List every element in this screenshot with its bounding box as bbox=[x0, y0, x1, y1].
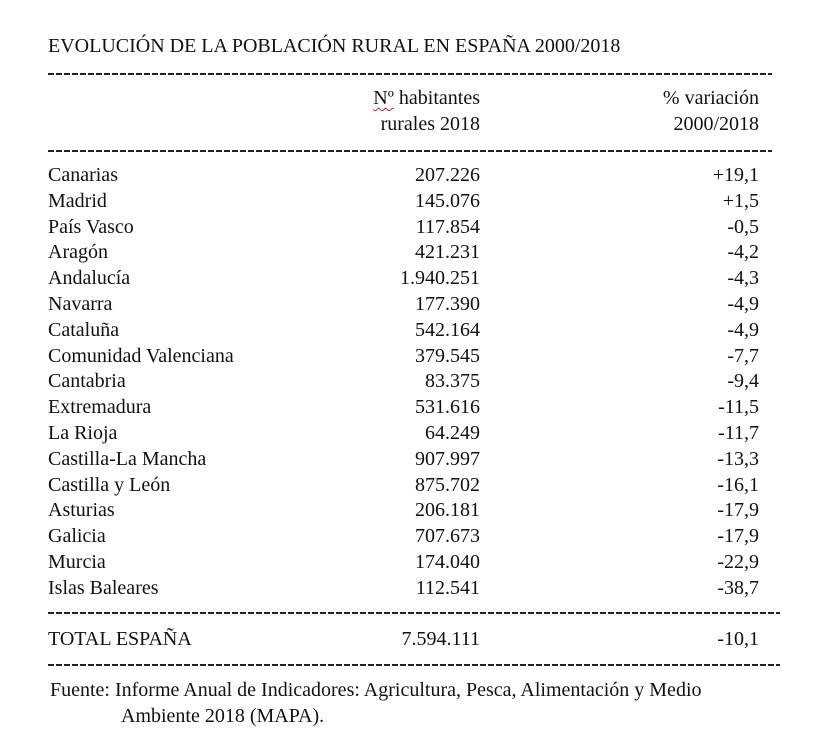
habitantes-cell: 177.390 bbox=[415, 293, 480, 315]
variacion-cell: -4,2 bbox=[727, 241, 759, 264]
table-row: Andalucía 1.940.251 -4,3 bbox=[0, 265, 823, 291]
region-cell: Madrid bbox=[48, 189, 107, 212]
habitantes-cell: 112.541 bbox=[415, 576, 480, 599]
region-cell: Islas Baleares bbox=[48, 576, 159, 599]
habitantes-cell: 117.854 bbox=[415, 215, 480, 238]
habitantes-cell: 707.673 bbox=[415, 525, 480, 548]
variacion-cell: -16,1 bbox=[717, 473, 759, 496]
table-row: Madrid 145.076 +1,5 bbox=[0, 188, 823, 214]
table-row: Murcia 174.040 -22,9 bbox=[0, 549, 823, 575]
table-row: Comunidad Valenciana 379.545 -7,7 bbox=[0, 343, 823, 369]
variacion-cell: +1,5 bbox=[722, 189, 759, 212]
habitantes-cell: 379.545 bbox=[415, 344, 480, 367]
habitantes-cell: 206.181 bbox=[415, 499, 480, 522]
divider-bottom bbox=[48, 664, 780, 666]
source-line2: Ambiente 2018 (MAPA). bbox=[121, 705, 325, 727]
table-row: Cantabria 83.375 -9,4 bbox=[0, 368, 823, 394]
region-cell: Murcia bbox=[48, 551, 106, 573]
habitantes-cell: 145.076 bbox=[415, 189, 480, 212]
table-row: Navarra 177.390 -4,9 bbox=[0, 291, 823, 317]
header-variacion-line1: % variación bbox=[662, 87, 759, 109]
region-cell: Navarra bbox=[48, 293, 113, 315]
variacion-cell: -38,7 bbox=[717, 576, 759, 599]
variacion-cell: -22,9 bbox=[717, 551, 759, 573]
habitantes-cell: 875.702 bbox=[415, 473, 480, 496]
table-row: País Vasco 117.854 -0,5 bbox=[0, 214, 823, 240]
region-cell: Aragón bbox=[48, 241, 108, 264]
region-cell: Cataluña bbox=[48, 318, 120, 341]
habitantes-cell: 64.249 bbox=[425, 422, 480, 444]
variacion-cell: -4,9 bbox=[727, 318, 759, 341]
table-row: Islas Baleares 112.541 -38,7 bbox=[0, 575, 823, 601]
habitantes-cell: 907.997 bbox=[415, 447, 480, 470]
variacion-cell: -7,7 bbox=[727, 344, 759, 367]
header-variacion-line2: 2000/2018 bbox=[673, 113, 759, 135]
region-cell: Asturias bbox=[48, 499, 115, 522]
table-row: Castilla y León 875.702 -16,1 bbox=[0, 472, 823, 498]
variacion-cell: +19,1 bbox=[712, 164, 759, 186]
variacion-cell: -4,9 bbox=[727, 293, 759, 315]
header-habitantes: Nº habitantes rurales 2018 bbox=[373, 85, 480, 137]
document-title: EVOLUCIÓN DE LA POBLACIÓN RURAL EN ESPAÑ… bbox=[48, 35, 621, 57]
region-cell: La Rioja bbox=[48, 422, 118, 444]
table-row: Extremadura 531.616 -11,5 bbox=[0, 394, 823, 420]
variacion-cell: -17,9 bbox=[717, 499, 759, 522]
total-variacion: -10,1 bbox=[717, 628, 759, 650]
region-cell: Andalucía bbox=[48, 267, 131, 290]
table-row-total: TOTAL ESPAÑA 7.594.111 -10,1 bbox=[0, 626, 823, 652]
variacion-cell: -4,3 bbox=[727, 267, 759, 290]
table-row: Asturias 206.181 -17,9 bbox=[0, 497, 823, 523]
region-cell: Castilla-La Mancha bbox=[48, 447, 207, 470]
habitantes-cell: 531.616 bbox=[415, 396, 480, 419]
habitantes-cell: 207.226 bbox=[415, 164, 480, 186]
variacion-cell: -17,9 bbox=[717, 525, 759, 548]
table-row: Aragón 421.231 -4,2 bbox=[0, 239, 823, 265]
region-cell: Canarias bbox=[48, 164, 118, 186]
divider-total bbox=[48, 612, 780, 614]
variacion-cell: -11,5 bbox=[718, 396, 759, 419]
region-cell: Castilla y León bbox=[48, 473, 171, 496]
region-cell: Cantabria bbox=[48, 370, 126, 393]
table-row: Castilla-La Mancha 907.997 -13,3 bbox=[0, 446, 823, 472]
header-habitantes-line2: rurales 2018 bbox=[380, 113, 480, 135]
region-cell: Galicia bbox=[48, 525, 106, 548]
habitantes-cell: 542.164 bbox=[415, 318, 480, 341]
table-row: La Rioja 64.249 -11,7 bbox=[0, 420, 823, 446]
source-line1: Fuente: Informe Anual de Indicadores: Ag… bbox=[50, 679, 702, 701]
table-row: Canarias 207.226 +19,1 bbox=[0, 162, 823, 188]
region-cell: Comunidad Valenciana bbox=[48, 344, 234, 367]
habitantes-cell: 174.040 bbox=[415, 551, 480, 573]
variacion-cell: -9,4 bbox=[727, 370, 759, 393]
habitantes-cell: 83.375 bbox=[425, 370, 480, 393]
header-habitantes-line1: habitantes bbox=[393, 87, 480, 109]
variacion-cell: -0,5 bbox=[727, 215, 759, 238]
total-region: TOTAL ESPAÑA bbox=[48, 628, 192, 650]
table-row: Cataluña 542.164 -4,9 bbox=[0, 317, 823, 343]
divider-top bbox=[48, 73, 772, 75]
divider-header bbox=[48, 150, 772, 152]
habitantes-cell: 1.940.251 bbox=[400, 267, 480, 290]
habitantes-cell: 421.231 bbox=[415, 241, 480, 264]
header-habitantes-prefix: Nº bbox=[373, 87, 394, 109]
region-cell: País Vasco bbox=[48, 215, 134, 238]
variacion-cell: -13,3 bbox=[717, 447, 759, 470]
region-cell: Extremadura bbox=[48, 396, 152, 419]
header-variacion: % variación 2000/2018 bbox=[663, 85, 759, 137]
variacion-cell: -11,7 bbox=[718, 422, 759, 444]
total-habitantes: 7.594.111 bbox=[401, 628, 480, 650]
table-row: Galicia 707.673 -17,9 bbox=[0, 523, 823, 549]
